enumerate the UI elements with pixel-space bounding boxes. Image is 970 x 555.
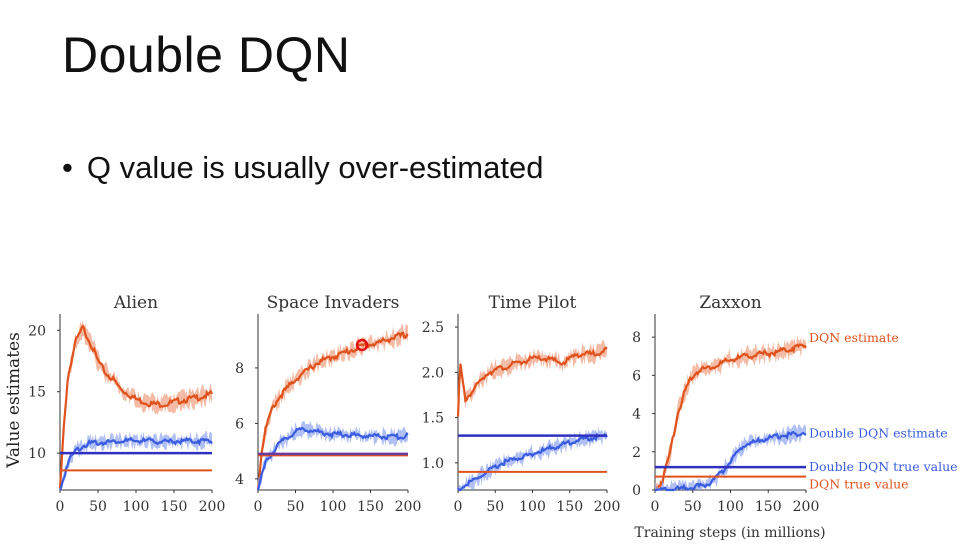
x-tick-label: 100: [320, 499, 347, 515]
x-tick-label: 150: [556, 499, 583, 515]
slide-title: Double DQN: [62, 27, 351, 83]
chart-title: Space Invaders: [267, 293, 400, 313]
x-tick-label: 200: [395, 499, 422, 515]
y-tick-label: 10: [28, 446, 46, 462]
x-tick-label: 200: [594, 499, 621, 515]
dqn-estimate-line: [654, 343, 807, 492]
x-tick-label: 100: [123, 499, 150, 515]
dqn-estimate-line: [58, 324, 213, 489]
y-tick-label: 8: [235, 361, 244, 377]
y-tick-label: 20: [28, 323, 46, 339]
y-tick-label: 2: [632, 445, 641, 461]
dqn-true-label: DQN true value: [809, 477, 909, 492]
x-tick-label: 0: [454, 499, 463, 515]
y-tick-label: 6: [632, 368, 641, 384]
y-tick-label: 8: [632, 330, 641, 346]
x-tick-label: 150: [357, 499, 384, 515]
x-tick-label: 200: [793, 499, 820, 515]
y-tick-label: 4: [632, 407, 641, 423]
x-tick-label: 100: [519, 499, 546, 515]
x-tick-label: 50: [486, 499, 504, 515]
y-tick-label: 15: [28, 385, 46, 401]
double-estimate-line: [655, 430, 807, 492]
dqn-estimate-band: [655, 335, 806, 490]
y-tick-label: 1.0: [422, 456, 444, 472]
x-tick-label: 150: [161, 499, 188, 515]
bullet-text: Q value is usually over-estimated: [86, 150, 544, 185]
double-estimate-line: [256, 426, 409, 491]
chart-title: Time Pilot: [489, 293, 577, 313]
double-estimate-label: Double DQN estimate: [809, 426, 948, 441]
double-estimate-band: [60, 430, 212, 490]
x-tick-label: 50: [89, 499, 107, 515]
x-tick-label: 150: [755, 499, 782, 515]
x-tick-label: 100: [717, 499, 744, 515]
double-estimate-band: [258, 420, 408, 490]
double-estimate-line: [58, 436, 213, 491]
dqn-estimate-line: [456, 346, 608, 417]
x-tick-label: 200: [199, 499, 226, 515]
figure-xlabel: Training steps (in millions): [634, 525, 825, 541]
x-tick-label: 50: [684, 499, 702, 515]
dqn-estimate-label: DQN estimate: [809, 330, 899, 345]
dqn-estimate-band: [458, 339, 607, 425]
dqn-estimate-line: [256, 331, 409, 491]
x-tick-label: 0: [56, 499, 65, 515]
y-tick-label: 6: [235, 416, 244, 432]
double-true-label: Double DQN true value: [809, 459, 958, 474]
chart-panel-3: Zaxxon 0 50 100 150 200 0 2 4 6 8 DQN estimate Doubl…: [632, 293, 957, 515]
bullet-dot-icon: •: [62, 150, 73, 185]
y-tick-label: 1.5: [422, 411, 444, 427]
chart-title: Zaxxon: [699, 293, 761, 313]
cursor-highlight-icon: [355, 338, 369, 352]
bullet-point: • Q value is usually over-estimated: [62, 150, 543, 186]
dqn-estimate-band: [258, 324, 408, 490]
y-tick-label: 2.0: [422, 365, 444, 381]
x-tick-label: 50: [287, 499, 305, 515]
y-tick-label: 4: [235, 472, 244, 488]
y-tick-label: 0: [632, 483, 641, 499]
dqn-estimate-band: [60, 320, 212, 490]
chart-title: Alien: [113, 293, 158, 313]
chart-panel-2: Time Pilot 0 50 100 150 200 1.0 1.5 2.0 2.5: [422, 293, 621, 515]
double-estimate-band: [655, 424, 806, 490]
x-tick-label: 0: [254, 499, 263, 515]
chart-panel-0: Alien 0 50 100 150 200 10 15 20: [28, 293, 225, 515]
y-tick-label: 2.5: [422, 320, 444, 336]
chart-panel-1: Space Invaders 0 50 100 150 200 4 6 8: [235, 293, 421, 515]
x-tick-label: 0: [651, 499, 660, 515]
figure-ylabel: Value estimates: [4, 332, 24, 469]
